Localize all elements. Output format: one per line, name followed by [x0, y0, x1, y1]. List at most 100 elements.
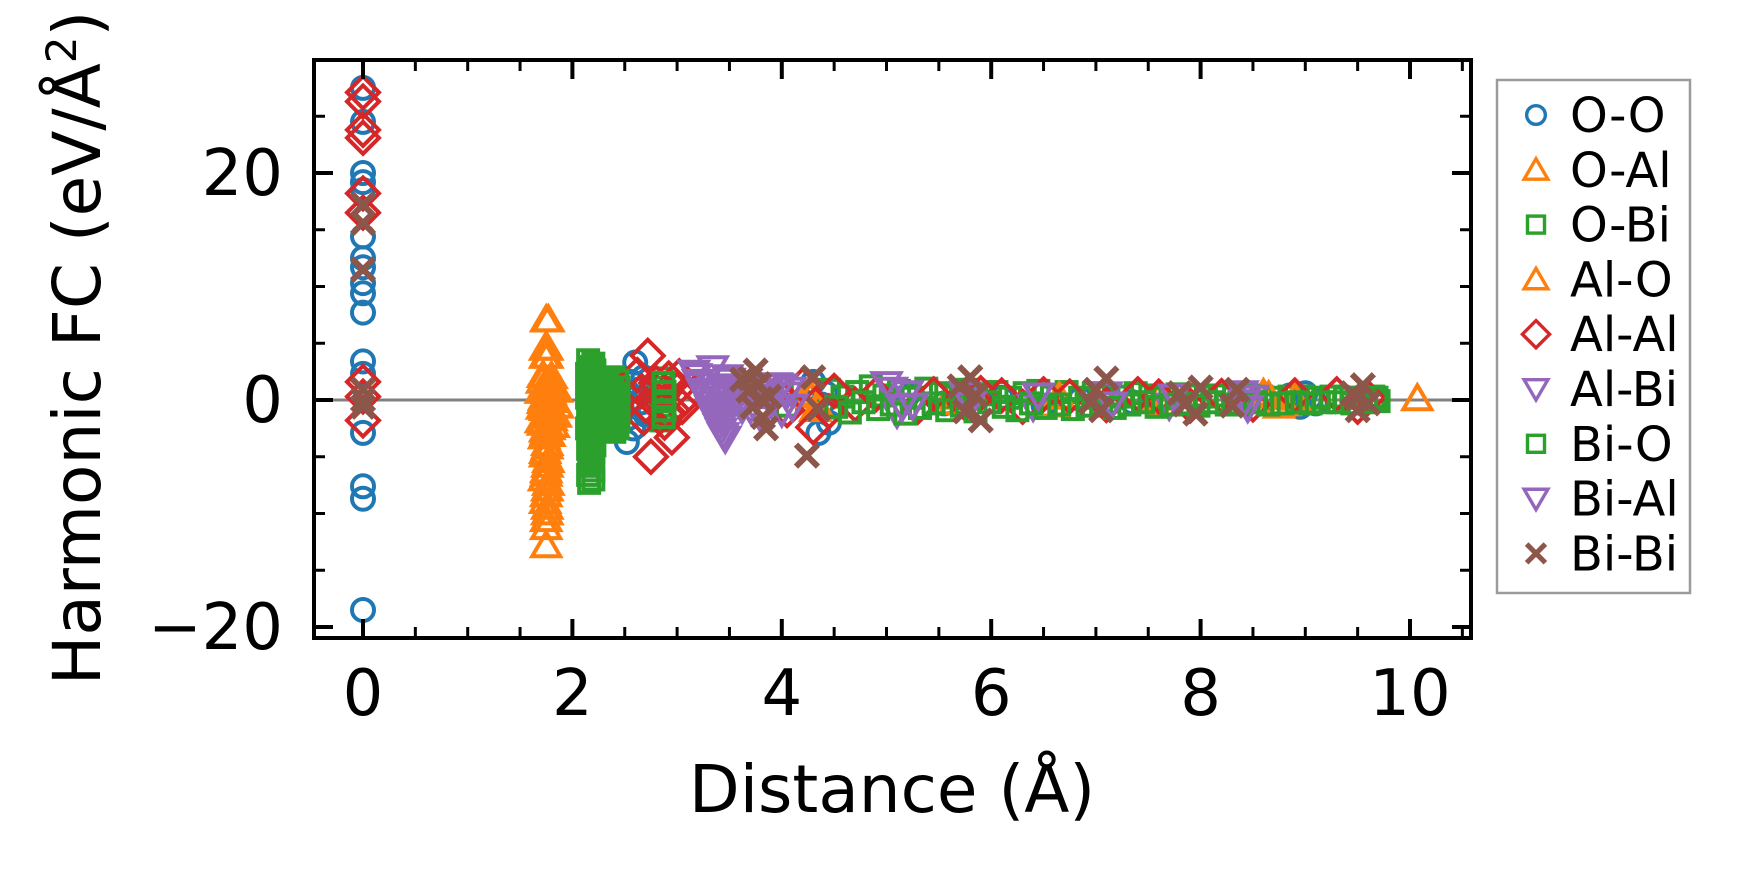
Bi-Bi-marker — [951, 398, 979, 425]
legend-entry-Al-O: Al-O — [1521, 252, 1673, 308]
Al-Al-marker — [1024, 375, 1063, 414]
Al-Al-marker — [344, 118, 382, 157]
Bi-O-marker — [851, 390, 876, 415]
Bi-O-marker — [605, 416, 630, 441]
Bi-Al-marker — [895, 392, 931, 423]
legend-label: Bi-Bi — [1570, 526, 1678, 582]
Al-O-marker — [529, 330, 565, 361]
O-O-marker — [350, 348, 376, 375]
Bi-Bi-marker — [957, 364, 984, 391]
legend-entry-Al-Al: Al-Al — [1519, 307, 1679, 363]
legend-entry-O-Al: O-Al — [1521, 143, 1672, 199]
legend-entry-O-Bi: O-Bi — [1525, 198, 1671, 254]
Al-O-legend-marker — [1521, 264, 1551, 291]
Al-Al-marker — [344, 174, 382, 213]
Al-Al-marker — [653, 418, 691, 457]
O-Al-marker — [529, 495, 565, 526]
Bi-Bi-marker — [737, 365, 764, 392]
Bi-Al-marker — [874, 376, 910, 407]
Al-Al-marker — [857, 375, 895, 414]
legend-entry-Bi-O: Bi-O — [1525, 417, 1673, 473]
Bi-O-marker — [866, 397, 891, 422]
data-points-layer — [344, 73, 1435, 623]
Bi-O-marker — [1047, 392, 1072, 417]
Al-Al-marker — [344, 111, 382, 149]
Bi-Bi-marker — [349, 209, 377, 237]
O-O-marker — [350, 160, 376, 186]
legend-entry-O-O: O-O — [1524, 88, 1666, 144]
Al-Al-marker — [982, 376, 1021, 415]
Bi-Bi-marker — [805, 395, 832, 423]
Bi-O-marker — [1298, 391, 1323, 416]
series-Bi-Bi — [349, 191, 1382, 469]
Bi-Al-marker — [705, 408, 741, 439]
Bi-Bi-marker — [747, 385, 774, 412]
O-O-marker — [350, 419, 376, 446]
Bi-O-marker — [581, 467, 606, 492]
legend-label: Bi-Al — [1570, 472, 1679, 528]
Bi-Bi-marker — [967, 407, 994, 434]
Al-Al-marker — [344, 193, 382, 232]
O-Al-marker — [528, 510, 564, 541]
Bi-Al-legend-marker — [1521, 487, 1551, 514]
x-tick-label: 4 — [761, 657, 802, 731]
Al-Al-marker — [344, 82, 382, 121]
O-O-marker — [350, 280, 376, 307]
legend-box — [1495, 78, 1692, 595]
tick-labels-layer: 0 2 4 6 8 10 −20 0 20 — [148, 137, 1451, 731]
Bi-Bi-marker — [1187, 374, 1214, 401]
O-Al-marker — [1399, 381, 1435, 412]
x-tick-label: 2 — [552, 657, 593, 731]
O-O-marker — [350, 299, 376, 326]
O-O-marker — [350, 169, 376, 196]
y-axis-label-superscript: 2 — [37, 36, 86, 63]
O-O-marker — [350, 360, 376, 387]
Al-Al-marker — [632, 437, 670, 476]
Al-Al-marker — [344, 73, 382, 112]
Bi-O-legend-marker — [1525, 433, 1547, 454]
y-tick-label: −20 — [148, 591, 283, 665]
x-tick-label: 8 — [1180, 657, 1221, 731]
Bi-O-marker — [1005, 398, 1030, 423]
Al-O-marker — [539, 372, 575, 403]
legend-entry-Al-Bi: Al-Bi — [1521, 362, 1678, 418]
Bi-Bi-marker — [793, 442, 821, 469]
Al-Bi-legend-marker — [1521, 377, 1551, 404]
Bi-O-marker — [1131, 390, 1156, 415]
Bi-O-marker — [580, 365, 605, 390]
plot-frame — [312, 58, 1473, 640]
y-axis-label-close: ) — [39, 11, 116, 37]
legend-label: O-Bi — [1570, 198, 1671, 254]
Bi-Bi-marker — [752, 415, 780, 442]
Bi-O-marker — [1284, 390, 1309, 415]
Bi-Bi-marker — [962, 382, 989, 409]
Al-O-marker — [538, 397, 574, 428]
Bi-Bi-legend-marker — [1524, 542, 1548, 565]
Al-Al-legend-marker — [1519, 318, 1553, 351]
Al-O-marker — [530, 302, 566, 333]
Bi-O-marker — [1270, 391, 1295, 416]
Bi-O-marker — [991, 394, 1016, 419]
legend-label: Bi-O — [1570, 417, 1673, 473]
Bi-Al-marker — [772, 376, 808, 407]
O-Bi-legend-marker — [1525, 214, 1547, 235]
Al-Al-marker — [914, 375, 953, 414]
legend-label: O-O — [1570, 88, 1666, 144]
legend-label: Al-O — [1570, 252, 1673, 308]
legend-entry-Bi-Bi: Bi-Bi — [1524, 526, 1678, 582]
Al-Al-marker — [628, 336, 667, 375]
O-O-marker — [350, 596, 376, 623]
Bi-O-marker — [824, 394, 849, 419]
Al-O-marker — [529, 429, 565, 460]
Bi-Bi-marker — [800, 364, 827, 391]
Bi-Bi-marker — [1349, 372, 1377, 399]
Bi-Bi-marker — [1224, 376, 1251, 403]
O-Al-legend-marker — [1521, 155, 1551, 181]
Bi-Bi-marker — [1354, 390, 1382, 417]
O-O-marker — [350, 485, 376, 512]
x-tick-label: 0 — [343, 657, 384, 731]
Bi-Bi-marker — [1088, 397, 1115, 424]
O-Al-marker — [528, 528, 564, 559]
